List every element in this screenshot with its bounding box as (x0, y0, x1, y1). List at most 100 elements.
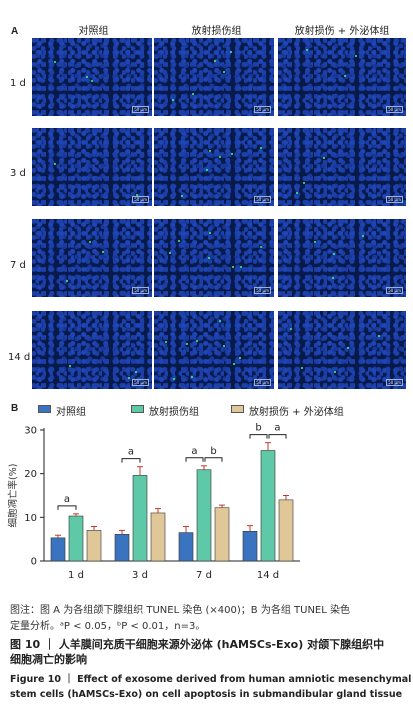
tunel-positive-cell (89, 241, 91, 243)
legend-label-radiation-exo: 放射损伤 + 外泌体组 (249, 407, 344, 418)
significance-bracket (249, 434, 268, 439)
tunel-positive-cell (333, 253, 335, 255)
scale-bar-label: 50 µm (386, 379, 403, 386)
tunel-positive-cell (223, 345, 225, 347)
tunel-positive-cell (303, 182, 305, 184)
bar-14d-series2 (260, 450, 276, 562)
tunel-positive-cell (362, 235, 364, 237)
legend-swatch-radiation (131, 405, 144, 413)
tunel-positive-cell (355, 55, 357, 57)
row-label-14d: 14 d (8, 352, 31, 363)
tunel-positive-cell (54, 61, 56, 63)
row-label-3d: 3 d (10, 168, 26, 179)
tunel-positive-cell (181, 195, 183, 197)
tunel-positive-cell (128, 377, 130, 379)
micrograph-1d-col2: 50 µm (154, 38, 274, 116)
micrograph-7d-col3: 50 µm (278, 219, 406, 297)
tunel-positive-cell (347, 347, 349, 349)
scale-bar-label: 50 µm (254, 379, 271, 386)
column-header-radiation: 放射损伤组 (191, 26, 242, 37)
row-label-1d: 1 d (10, 78, 26, 89)
significance-bracket (204, 457, 223, 462)
tunel-positive-cell (240, 266, 242, 268)
micrograph-14d-col1: 50 µm (32, 311, 152, 389)
x-tick-label: 1 d (68, 570, 84, 581)
bar-7d-series2 (196, 469, 212, 562)
micrograph-3d-col3: 50 µm (278, 128, 406, 206)
tunel-positive-cell (209, 150, 211, 152)
tunel-positive-cell (208, 257, 210, 259)
tunel-positive-cell (219, 320, 221, 322)
tunel-positive-cell (206, 169, 208, 171)
legend-label-radiation: 放射损伤组 (149, 407, 199, 418)
tunel-positive-cell (86, 76, 88, 78)
significance-bracket (57, 505, 77, 510)
scale-bar-label: 50 µm (386, 287, 403, 294)
legend-swatch-radiation-exo (231, 405, 244, 413)
bar-1d-series1 (50, 537, 66, 562)
tunel-positive-cell (306, 49, 308, 51)
tunel-positive-cell (91, 80, 93, 82)
x-tick-label: 14 d (257, 570, 279, 581)
tunel-positive-cell (232, 266, 234, 268)
tunel-positive-cell (231, 153, 233, 155)
micrograph-14d-col3: 50 µm (278, 311, 406, 389)
scale-bar-label: 50 µm (132, 287, 149, 294)
tunel-positive-cell (344, 75, 346, 77)
tunel-positive-cell (334, 371, 336, 373)
tunel-positive-cell (69, 365, 71, 367)
scale-bar-label: 50 µm (132, 379, 149, 386)
scale-bar-label: 50 µm (386, 196, 403, 203)
bar-14d-series1 (242, 531, 258, 562)
tunel-positive-cell (260, 147, 262, 149)
micrograph-7d-col2: 50 µm (154, 219, 274, 297)
y-tick-label: 10 (24, 513, 37, 524)
tunel-positive-cell (54, 163, 56, 165)
significance-bracket-label: b (210, 446, 216, 457)
micrograph-7d-col1: 50 µm (32, 219, 152, 297)
tunel-positive-cell (135, 371, 137, 373)
micrograph-14d-col2: 50 µm (154, 311, 274, 389)
scale-bar-label: 50 µm (132, 106, 149, 113)
scale-bar-label: 50 µm (386, 106, 403, 113)
tunel-positive-cell (196, 340, 198, 342)
tunel-positive-cell (165, 341, 167, 343)
tunel-positive-cell (323, 157, 325, 159)
y-axis-label: 细胞凋亡率(%) (7, 464, 19, 528)
tunel-positive-cell (192, 93, 194, 95)
y-tick-label: 0 (31, 557, 37, 568)
bar-1d-series3 (86, 530, 102, 562)
tunel-positive-cell (169, 252, 171, 254)
panel-b-letter: B (11, 403, 19, 414)
scale-bar-label: 50 µm (254, 287, 271, 294)
tunel-positive-cell (233, 363, 235, 365)
significance-bracket-label: a (191, 446, 197, 457)
row-label-7d: 7 d (10, 260, 26, 271)
significance-bracket-label: b (255, 423, 261, 434)
figure-title-cn-line-1: 图 10 ｜ 人羊膜间充质干细胞来源外泌体 (hAMSCs-Exo) 对颌下腺组… (10, 638, 385, 651)
tunel-positive-cell (172, 99, 174, 101)
tunel-positive-cell (301, 367, 303, 369)
bar-1d-series2 (68, 515, 84, 562)
bar-7d-series3 (214, 507, 230, 562)
tunel-positive-cell (230, 51, 232, 53)
tunel-positive-cell (332, 277, 334, 279)
scale-bar-label: 50 µm (254, 196, 271, 203)
figure-title-en-line-1: Figure 10 ｜ Effect of exosome derived fr… (10, 674, 412, 685)
tunel-positive-cell (178, 240, 180, 242)
tunel-positive-cell (260, 246, 262, 248)
bar-7d-series1 (178, 532, 194, 562)
figure-note-line-2: 定量分析。ᵃP < 0.05，ᵇP < 0.01，n=3。 (10, 621, 206, 632)
figure-title-en-line-2: stem cells (hAMSCs-Exo) on cell apoptosi… (10, 689, 403, 700)
apoptosis-bar-chart: 0 10 20 30 细胞凋亡率(%) 1 d 3 d 7 d 14 d a a a b b a (7, 423, 300, 581)
significance-bracket-label: a (274, 423, 280, 434)
tunel-positive-cell (66, 280, 68, 282)
x-tick-label: 3 d (132, 570, 148, 581)
tunel-positive-cell (186, 343, 188, 345)
y-tick-label: 30 (24, 426, 37, 437)
bar-3d-series2 (132, 475, 148, 562)
significance-bracket-label: a (64, 494, 70, 505)
micrograph-3d-col1: 50 µm (32, 128, 152, 206)
figure-note-line-1: 图注：图 A 为各组颌下腺组织 TUNEL 染色 (×400)；B 为各组 TU… (10, 605, 350, 616)
tunel-positive-cell (173, 378, 175, 380)
